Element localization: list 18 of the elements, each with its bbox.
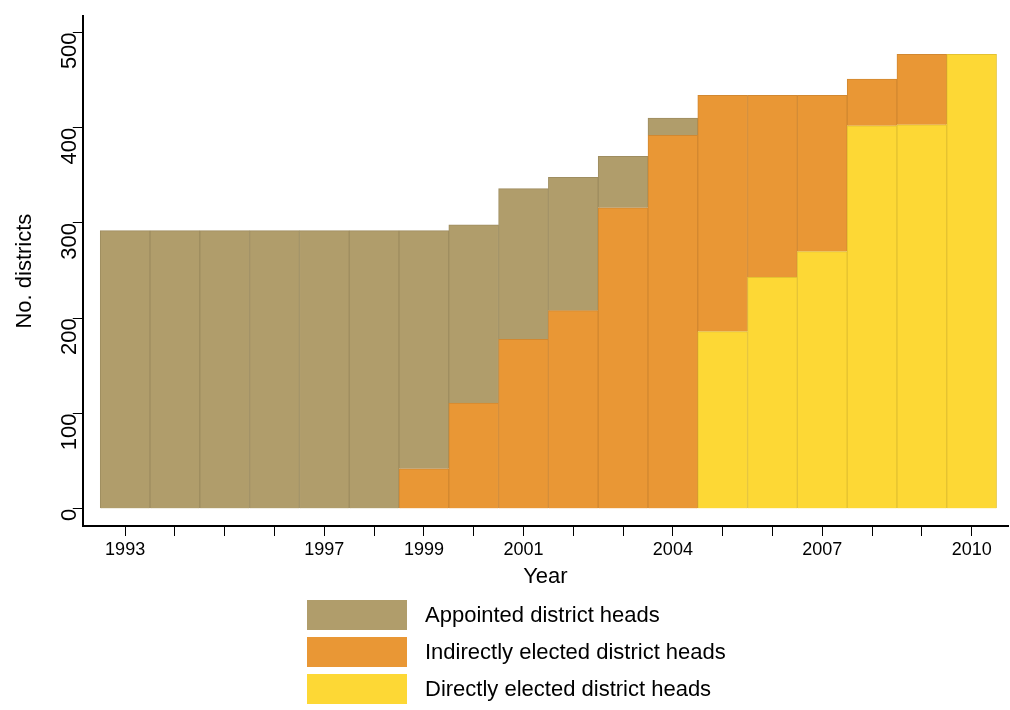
y-tick-label: 400 xyxy=(55,127,81,165)
x-tick-label: 2010 xyxy=(951,538,992,559)
x-tick-label: 1993 xyxy=(105,538,146,559)
x-tick-label: 1999 xyxy=(403,538,444,559)
legend-label: Appointed district heads xyxy=(425,601,660,628)
x-tick-label: 2004 xyxy=(652,538,693,559)
legend-label: Directly elected district heads xyxy=(425,675,712,702)
y-tick-label: 0 xyxy=(55,508,81,522)
y-tick-label: 200 xyxy=(55,318,81,355)
y-axis-title: No. districts xyxy=(11,213,37,329)
y-tick-label: 100 xyxy=(55,413,81,451)
legend-label: Indirectly elected district heads xyxy=(425,638,726,665)
x-axis-title: Year xyxy=(523,562,568,588)
x-tick-label: 2001 xyxy=(503,538,544,559)
x-tick-label: 2007 xyxy=(802,538,843,559)
y-tick-label: 300 xyxy=(55,222,81,260)
y-tick-label: 500 xyxy=(55,32,81,70)
x-tick-label: 1997 xyxy=(304,538,345,559)
